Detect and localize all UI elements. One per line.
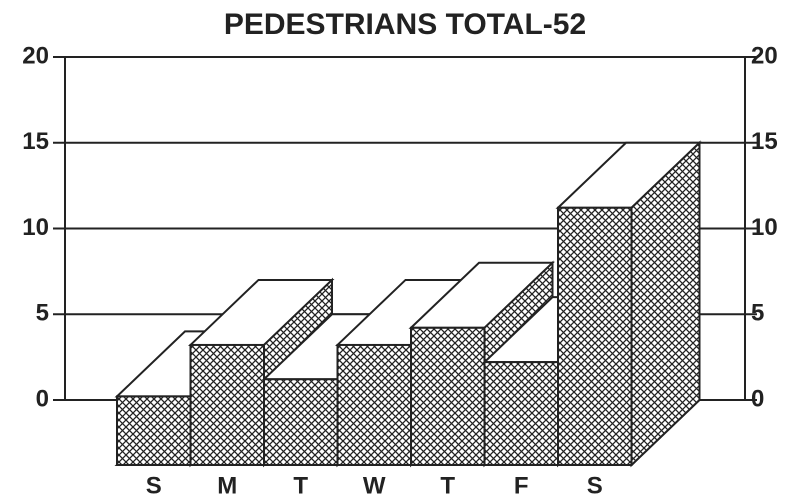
y-tick-label: 10 [751, 214, 778, 241]
bar-front [116, 395, 192, 466]
y-tick-label: 0 [36, 385, 49, 412]
y-tick-label: 0 [751, 385, 764, 412]
x-tick-label: W [363, 472, 386, 499]
bar-front [263, 378, 339, 466]
x-tick-label: T [293, 472, 308, 499]
bar-front [557, 206, 633, 466]
chart-title: PEDESTRIANS TOTAL-52 [224, 8, 586, 41]
x-tick-label: T [440, 472, 455, 499]
bar-front [483, 361, 559, 467]
x-tick-label: M [217, 472, 237, 499]
x-tick-label: S [146, 472, 162, 499]
bar-front [410, 326, 486, 466]
y-tick-label: 20 [751, 42, 778, 69]
y-tick-label: 15 [22, 128, 49, 155]
y-tick-label: 5 [751, 300, 764, 327]
y-tick-label: 15 [751, 128, 778, 155]
x-tick-label: F [514, 472, 529, 499]
y-tick-label: 5 [36, 300, 49, 327]
y-tick-label: 10 [22, 214, 49, 241]
y-tick-label: 20 [22, 42, 49, 69]
bar-front [336, 343, 412, 467]
bar-front [189, 343, 265, 467]
x-tick-label: S [587, 472, 603, 499]
